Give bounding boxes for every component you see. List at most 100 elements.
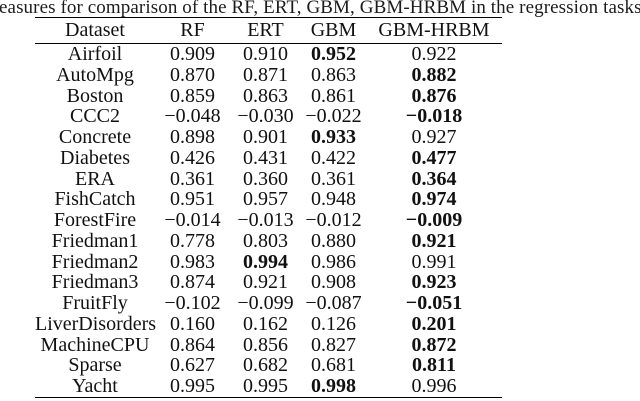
table-caption: easures for comparison of the RF, ERT, G… — [0, 0, 640, 18]
value-cell: 0.477 — [411, 146, 457, 169]
table-row: Friedman3 0.874 0.921 0.908 0.923 — [35, 272, 502, 293]
value-cell: 0.933 — [311, 126, 356, 148]
value-cell: 0.126 — [311, 312, 356, 335]
value-cell: 0.996 — [411, 375, 457, 397]
dataset-cell: AutoMpg — [56, 63, 134, 86]
dataset-cell: ForestFire — [53, 209, 137, 231]
value-cell: 0.994 — [243, 250, 288, 273]
table-row: ERA 0.361 0.360 0.361 0.364 — [35, 167, 502, 190]
table-row: FishCatch 0.951 0.957 0.948 0.974 — [35, 189, 502, 210]
value-cell: −0.048 — [164, 105, 221, 128]
value-cell: 0.811 — [412, 354, 456, 377]
value-cell: 0.983 — [170, 250, 215, 273]
table-row: CCC2 −0.048 −0.030 −0.022 −0.018 — [35, 106, 502, 127]
column-header-ert: ERT — [230, 17, 301, 44]
dataset-cell: Concrete — [58, 126, 132, 148]
dataset-cell: ERA — [75, 167, 115, 190]
value-cell: −0.009 — [405, 209, 463, 231]
value-cell: 0.874 — [170, 271, 215, 294]
value-cell: −0.022 — [305, 105, 362, 128]
value-cell: 0.682 — [243, 354, 288, 377]
header-row: Dataset RF ERT GBM GBM-HRBM — [35, 17, 502, 44]
results-table: Dataset RF ERT GBM GBM-HRBM Airfoil 0.909… — [35, 17, 502, 398]
table-row: Sparse 0.627 0.682 0.681 0.811 — [35, 355, 502, 376]
value-cell: 0.870 — [170, 63, 215, 86]
value-cell: 0.861 — [311, 84, 356, 107]
value-cell: −0.087 — [305, 292, 362, 314]
value-cell: 0.160 — [170, 312, 215, 335]
table-row: Friedman2 0.983 0.994 0.986 0.991 — [35, 250, 502, 273]
value-cell: 0.927 — [411, 126, 457, 148]
column-header-rf: RF — [155, 17, 230, 44]
value-cell: 0.361 — [170, 167, 215, 190]
value-cell: 0.827 — [311, 333, 356, 356]
table-row: MachineCPU 0.864 0.856 0.827 0.872 — [35, 333, 502, 356]
value-cell: 0.876 — [411, 84, 457, 107]
table-row: Friedman1 0.778 0.803 0.880 0.921 — [35, 229, 502, 252]
value-cell: 0.201 — [411, 312, 457, 335]
dataset-cell: FishCatch — [54, 188, 136, 211]
table-body: Airfoil 0.909 0.910 0.952 0.922 AutoMpg 0.870 0… — [35, 44, 502, 398]
value-cell: 0.908 — [311, 271, 356, 294]
value-cell: 0.880 — [311, 229, 356, 252]
table-row: FruitFly −0.102 −0.099 −0.087 −0.051 — [35, 293, 502, 314]
value-cell: 0.995 — [170, 375, 215, 397]
value-cell: −0.102 — [164, 292, 221, 314]
value-cell: −0.030 — [237, 105, 294, 128]
value-cell: 0.856 — [243, 333, 288, 356]
value-cell: 0.803 — [243, 229, 288, 252]
column-header-dataset: Dataset — [35, 17, 155, 44]
dataset-cell: Boston — [66, 84, 124, 107]
value-cell: 0.864 — [170, 333, 215, 356]
dataset-cell: Airfoil — [67, 43, 123, 65]
value-cell: 0.871 — [243, 63, 288, 86]
dataset-cell: MachineCPU — [40, 333, 150, 356]
value-cell: 0.991 — [411, 250, 457, 273]
dataset-cell: Friedman1 — [51, 229, 139, 252]
dataset-cell: Yacht — [72, 375, 118, 397]
value-cell: 0.909 — [170, 43, 215, 65]
value-cell: 0.422 — [311, 146, 356, 169]
dataset-cell: FruitFly — [62, 292, 128, 314]
value-cell: −0.099 — [237, 292, 294, 314]
value-cell: −0.051 — [405, 292, 463, 314]
dataset-cell: Friedman3 — [51, 271, 139, 294]
table-row: LiverDisorders 0.160 0.162 0.126 0.201 — [35, 312, 502, 335]
value-cell: 0.872 — [411, 333, 457, 356]
table-row: Boston 0.859 0.863 0.861 0.876 — [35, 84, 502, 107]
value-cell: 0.951 — [170, 188, 215, 211]
table-row: AutoMpg 0.870 0.871 0.863 0.882 — [35, 63, 502, 86]
value-cell: 0.957 — [243, 188, 288, 211]
value-cell: 0.426 — [170, 146, 215, 169]
value-cell: 0.898 — [170, 126, 215, 148]
value-cell: −0.012 — [305, 209, 362, 231]
value-cell: 0.922 — [411, 43, 457, 65]
value-cell: 0.863 — [243, 84, 288, 107]
value-cell: 0.998 — [311, 375, 356, 397]
dataset-cell: CCC2 — [69, 105, 121, 128]
value-cell: 0.863 — [311, 63, 356, 86]
value-cell: 0.859 — [170, 84, 215, 107]
table-row: ForestFire −0.014 −0.013 −0.012 −0.009 — [35, 210, 502, 231]
value-cell: 0.162 — [243, 312, 288, 335]
value-cell: 0.952 — [311, 43, 356, 65]
value-cell: −0.018 — [405, 105, 463, 128]
value-cell: 0.882 — [411, 63, 457, 86]
results-table-wrapper: Dataset RF ERT GBM GBM-HRBM Airfoil 0.909… — [35, 17, 502, 398]
value-cell: −0.013 — [237, 209, 294, 231]
value-cell: 0.948 — [311, 188, 356, 211]
column-header-gbm-hrbm: GBM-HRBM — [366, 17, 502, 44]
dataset-cell: LiverDisorders — [35, 312, 157, 335]
table-row: Diabetes 0.426 0.431 0.422 0.477 — [35, 146, 502, 169]
dataset-cell: Diabetes — [60, 146, 130, 169]
value-cell: 0.910 — [243, 43, 288, 65]
table-header: Dataset RF ERT GBM GBM-HRBM — [35, 17, 502, 44]
value-cell: 0.360 — [243, 167, 288, 190]
column-header-gbm: GBM — [301, 17, 366, 44]
value-cell: 0.431 — [243, 146, 288, 169]
dataset-cell: Friedman2 — [51, 250, 139, 273]
value-cell: 0.921 — [243, 271, 288, 294]
dataset-cell: Sparse — [68, 354, 122, 377]
table-row: Yacht 0.995 0.995 0.998 0.996 — [35, 376, 502, 397]
